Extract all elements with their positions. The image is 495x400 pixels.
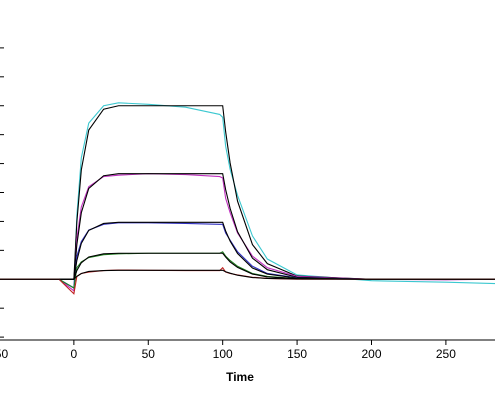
- series-line: [0, 252, 495, 280]
- series-line: [0, 221, 495, 280]
- x-tick-label: 250: [436, 347, 456, 361]
- x-tick-label: 50: [142, 347, 156, 361]
- x-axis-label: Time: [226, 370, 254, 384]
- x-tick-label: 100: [213, 347, 233, 361]
- series-line: [0, 173, 495, 280]
- x-tick-label: -50: [0, 347, 8, 361]
- series-line: [0, 102, 495, 289]
- series-line: [0, 269, 495, 280]
- series-line: [0, 105, 495, 280]
- x-tick-label: 0: [71, 347, 78, 361]
- series-line: [0, 173, 495, 292]
- x-tick-label: 200: [361, 347, 381, 361]
- x-tick-label: 150: [287, 347, 307, 361]
